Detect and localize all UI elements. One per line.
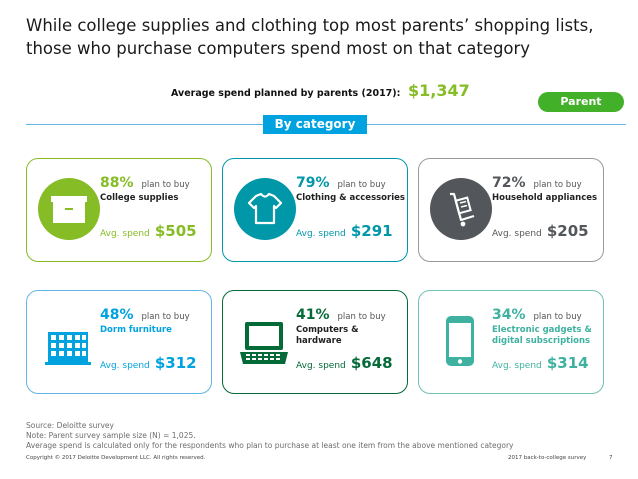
average-spend-row: Average spend planned by parents (2017):… — [0, 80, 638, 102]
phone-icon — [428, 308, 492, 372]
spend-label: Avg. spend — [100, 361, 150, 371]
plan-label: plan to buy — [533, 312, 582, 322]
card-category-name: Electronic gadgets & digital subscriptio… — [492, 325, 592, 346]
plan-label: plan to buy — [337, 312, 386, 322]
card-category-name: Clothing & accessories — [296, 193, 405, 203]
card-spend-value: $291 — [350, 222, 393, 240]
box-icon — [38, 178, 100, 240]
page-number: 7 — [609, 455, 613, 461]
copyright-text: Copyright © 2017 Deloitte Development LL… — [26, 455, 206, 461]
card-spend-value: $314 — [546, 354, 589, 372]
spend-label: Avg. spend — [100, 229, 150, 239]
source-notes: Source: Deloitte survey Note: Parent sur… — [26, 421, 513, 451]
card-percentage: 48% — [100, 307, 134, 323]
plan-label: plan to buy — [337, 180, 386, 190]
note-line-2: Average spend is calculated only for the… — [26, 441, 514, 450]
parent-badge: Parent — [538, 92, 624, 112]
spend-label: Avg. spend — [296, 361, 346, 371]
card-spend-value: $205 — [546, 222, 589, 240]
average-spend-label: Average spend planned by parents (2017): — [171, 88, 401, 99]
spend-label: Avg. spend — [296, 229, 346, 239]
card-category-name: Computers & hardware — [296, 325, 359, 346]
page-title: While college supplies and clothing top … — [26, 16, 594, 58]
card-percentage: 88% — [100, 175, 134, 191]
tshirt-icon — [234, 178, 296, 240]
category-card-college-supplies: 88% plan to buy College supplies Avg. spe… — [26, 158, 212, 262]
building-icon — [36, 308, 100, 372]
plan-label: plan to buy — [533, 180, 582, 190]
spend-label: Avg. spend — [492, 361, 542, 371]
category-card-dorm-furniture: 48% plan to buy Dorm furniture Avg. spend… — [26, 290, 212, 394]
plan-label: plan to buy — [141, 312, 190, 322]
source-line: Source: Deloitte survey — [26, 421, 114, 430]
card-percentage: 72% — [492, 175, 526, 191]
spend-label: Avg. spend — [492, 229, 542, 239]
card-spend-value: $505 — [154, 222, 197, 240]
category-card-electronic-gadgets: 34% plan to buy Electronic gadgets & digi… — [418, 290, 604, 394]
survey-name: 2017 back-to-college survey — [508, 455, 587, 461]
card-percentage: 41% — [296, 307, 330, 323]
card-spend-value: $648 — [350, 354, 393, 372]
cart-icon — [430, 178, 492, 240]
note-line: Note: Parent survey sample size (N) = 1,… — [26, 431, 196, 440]
footer: Copyright © 2017 Deloitte Development LL… — [0, 455, 638, 467]
category-card-household-appliances: 72% plan to buy Household appliances Avg.… — [418, 158, 604, 262]
card-category-name: Dorm furniture — [100, 325, 172, 335]
laptop-icon — [232, 308, 296, 372]
section-label: By category — [263, 115, 367, 134]
average-spend-value: $1,347 — [408, 81, 470, 100]
category-card-computers: 41% plan to buy Computers & hardware Avg.… — [222, 290, 408, 394]
plan-label: plan to buy — [141, 180, 190, 190]
card-spend-value: $312 — [154, 354, 197, 372]
card-category-name: College supplies — [100, 193, 179, 203]
card-category-name: Household appliances — [492, 193, 598, 203]
card-percentage: 79% — [296, 175, 330, 191]
category-card-clothing: 79% plan to buy Clothing & accessories Av… — [222, 158, 408, 262]
card-percentage: 34% — [492, 307, 526, 323]
